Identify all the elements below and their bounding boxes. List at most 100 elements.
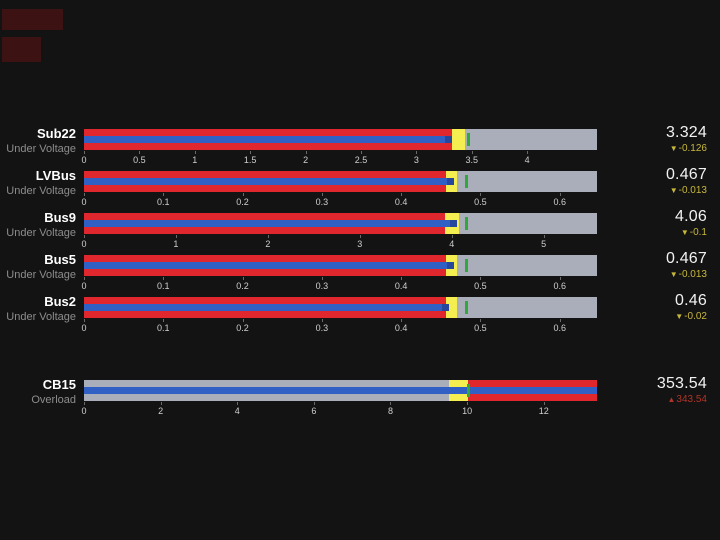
axis-tick-mark — [267, 235, 269, 238]
axis-tick-label: 0.3 — [315, 323, 329, 333]
threshold-band-gray — [457, 255, 597, 276]
axis-tick-label: 0.2 — [236, 323, 249, 333]
axis-tick-mark — [360, 151, 362, 154]
gauge-axis: 0 0.1 0.2 0.3 0.4 0.5 0.6 — [81, 255, 597, 291]
target-marker — [465, 175, 469, 188]
axis-tick-mark — [160, 402, 162, 405]
bullet-gauge — [84, 380, 597, 401]
gauge-delta: ▼-0.126 — [666, 143, 707, 155]
gauge-value: 4.06 — [675, 208, 707, 225]
axis-tick-label: 1 — [192, 155, 198, 165]
value-bar — [84, 136, 453, 143]
axis-tick-label: 6 — [311, 406, 317, 416]
target-marker — [466, 384, 470, 397]
axis-tick-label: 4 — [524, 155, 530, 165]
axis-tick-mark — [559, 319, 561, 322]
gauge-delta: ▼-0.02 — [675, 311, 707, 323]
axis-tick-label: 0.5 — [474, 323, 487, 333]
axis-tick-label: 0.5 — [133, 155, 146, 165]
axis-tick-label: 0.3 — [315, 281, 329, 291]
target-marker — [465, 259, 469, 272]
bullet-gauge — [84, 213, 597, 234]
bullet-gauge — [84, 255, 597, 276]
delta-value: -0.02 — [684, 311, 707, 322]
axis-tick-label: 2 — [265, 239, 271, 249]
axis-tick-mark — [401, 193, 403, 196]
delta-value: -0.013 — [678, 185, 707, 196]
gauge-axis: 0 2 4 6 8 10 12 — [81, 380, 597, 416]
axis-tick-label: 2.5 — [354, 155, 368, 165]
axis-tick-mark — [559, 193, 561, 196]
delta-arrow-icon: ▼ — [669, 144, 678, 153]
axis-tick-mark — [321, 193, 323, 196]
axis-tick-label: 0 — [81, 197, 87, 207]
axis-tick-label: 5 — [541, 239, 547, 249]
gauge-alarm-state: Under Voltage — [6, 269, 76, 281]
axis-tick-label: 0.1 — [157, 281, 170, 291]
gauge-axis: 0 0.1 0.2 0.3 0.4 0.5 0.6 — [81, 171, 597, 207]
axis-tick-mark — [163, 193, 165, 196]
gauge-value: 0.467 — [665, 250, 707, 267]
axis-tick-label: 8 — [387, 406, 393, 416]
axis-tick-mark — [84, 151, 85, 154]
gauge-delta: ▼-0.1 — [675, 227, 707, 239]
axis-tick-label: 10 — [462, 406, 473, 416]
axis-tick-mark — [401, 319, 403, 322]
gauge-delta: ▲343.54 — [657, 394, 707, 406]
axis-tick-label: 1 — [173, 239, 179, 249]
delta-value: -0.1 — [689, 227, 707, 238]
value-bar — [84, 304, 449, 311]
target-marker — [465, 301, 469, 314]
axis-tick-label: 0.2 — [236, 281, 249, 291]
axis-tick-label: 4 — [449, 239, 455, 249]
axis-tick-label: 1.5 — [243, 155, 257, 165]
delta-value: -0.126 — [678, 143, 707, 154]
gauge-axis: 0 1 2 3 4 5 — [81, 213, 597, 249]
axis-tick-label: 0.6 — [553, 323, 566, 333]
axis-tick-mark — [543, 402, 545, 405]
axis-tick-label: 3.5 — [465, 155, 479, 165]
value-bar — [84, 220, 458, 227]
gauge-value: 0.467 — [665, 166, 707, 183]
axis-tick-label: 0.3 — [315, 197, 329, 207]
axis-tick-label: 12 — [538, 406, 549, 416]
axis-tick-mark — [84, 193, 85, 196]
axis-tick-mark — [480, 277, 482, 280]
axis-tick-mark — [175, 235, 177, 238]
gauge-row: Bus9 Under Voltage 0 1 2 3 4 5 4.06 ▼-0.1 — [0, 208, 720, 253]
gauge-axis: 0 0.5 1 1.5 2 2.5 3 3.5 4 — [81, 129, 597, 165]
axis-tick-label: 0 — [81, 239, 87, 249]
bullet-gauge — [84, 297, 597, 318]
axis-tick-label: 0.1 — [157, 197, 170, 207]
delta-arrow-icon: ▲ — [667, 395, 676, 404]
value-bar — [84, 178, 455, 185]
axis-tick-label: 2 — [303, 155, 309, 165]
axis-tick-mark — [480, 193, 482, 196]
value-bar-cap — [447, 178, 455, 185]
axis-tick-label: 0.1 — [157, 323, 170, 333]
axis-tick-label: 0 — [81, 281, 87, 291]
axis-tick-mark — [242, 319, 244, 322]
gauge-alarm-state: Under Voltage — [6, 311, 76, 323]
gauge-alarm-state: Under Voltage — [6, 227, 76, 239]
gauge-row: Sub22 Under Voltage 0 0.5 1 1.5 2 2.5 3 3.5 4 3.… — [0, 124, 720, 169]
axis-tick-mark — [250, 151, 252, 154]
axis-tick-label: 0 — [81, 155, 87, 165]
axis-tick-label: 0.5 — [474, 197, 487, 207]
gauge-value: 353.54 — [656, 375, 707, 392]
delta-arrow-icon: ▼ — [675, 312, 684, 321]
gauge-value: 0.46 — [675, 292, 707, 309]
target-marker — [467, 133, 471, 146]
axis-tick-mark — [480, 319, 482, 322]
axis-tick-label: 0.5 — [474, 281, 487, 291]
axis-tick-label: 4 — [234, 406, 240, 416]
gauge-row: CB15 Overload 0 2 4 6 8 10 12 353.54 ▲343.54 — [0, 375, 720, 420]
bullet-gauge — [84, 129, 597, 150]
red-artifact-block-bottom — [2, 37, 41, 62]
axis-tick-mark — [84, 235, 85, 238]
axis-tick-mark — [359, 235, 361, 238]
gauge-alarm-state: Under Voltage — [6, 185, 76, 197]
axis-tick-mark — [390, 402, 392, 405]
gauge-delta: ▼-0.013 — [666, 269, 707, 281]
